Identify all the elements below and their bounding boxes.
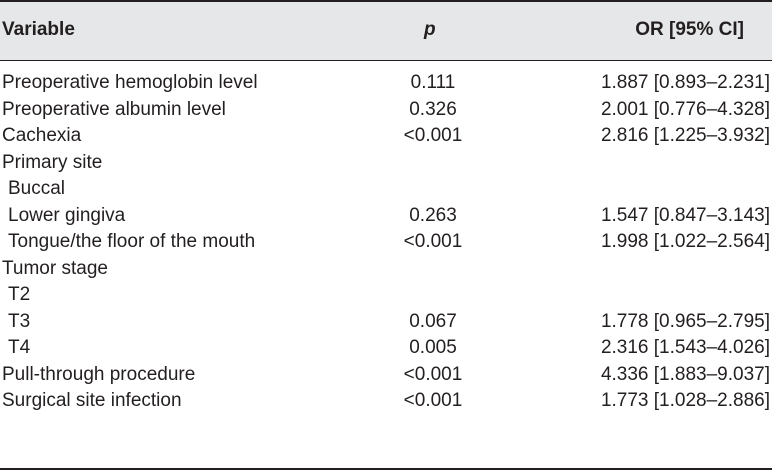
cell-variable: Tongue/the floor of the mouth <box>8 231 256 252</box>
cell-or: 2.316 [1.543–4.026] <box>600 337 770 358</box>
cell-p: 0.067 <box>409 310 457 332</box>
header-rule <box>0 60 772 61</box>
cell-variable: Tumor stage <box>2 257 108 279</box>
table-row: Cachexia <0.001 2.816 [1.225–3.932] <box>0 123 772 150</box>
table-row: Primary site <box>0 150 772 177</box>
header-variable: Variable <box>2 19 75 40</box>
cell-p: <0.001 <box>403 363 463 385</box>
header-or: OR [95% CI] <box>635 19 744 40</box>
table-row: Surgical site infection <0.001 1.773 [1.02… <box>0 388 772 415</box>
cell-p: <0.001 <box>403 231 463 252</box>
cell-or: 1.547 [0.847–3.143] <box>600 204 770 226</box>
table-row: Tumor stage <box>0 256 772 283</box>
cell-variable: Lower gingiva <box>8 204 126 226</box>
cell-p: 0.263 <box>409 204 457 226</box>
bottom-rule <box>0 468 772 470</box>
table-body: Preoperative hemoglobin level 0.111 1.887 … <box>0 70 772 415</box>
cell-or: 1.778 [0.965–2.795] <box>600 310 770 332</box>
table-row: Preoperative albumin level 0.326 2.001 [0.… <box>0 97 772 124</box>
cell-or: 1.887 [0.893–2.231] <box>600 72 770 93</box>
table-row: Lower gingiva 0.263 1.547 [0.847–3.143] <box>0 203 772 230</box>
table-row: T3 0.067 1.778 [0.965–2.795] <box>0 309 772 336</box>
table-header: Variable p OR [95% CI] <box>0 0 772 60</box>
cell-p: 0.005 <box>409 337 457 358</box>
top-rule <box>0 0 772 2</box>
table-row: T2 <box>0 282 772 309</box>
cell-variable: Pull-through procedure <box>2 363 196 385</box>
cell-p: <0.001 <box>403 390 463 411</box>
cell-variable: Preoperative albumin level <box>2 98 226 120</box>
cell-variable: Cachexia <box>2 125 82 146</box>
cell-variable: T3 <box>8 310 31 332</box>
cell-or: 4.336 [1.883–9.037] <box>600 363 770 385</box>
table-row: Tongue/the floor of the mouth <0.001 1.998… <box>0 229 772 256</box>
table-row: Pull-through procedure <0.001 4.336 [1.883… <box>0 362 772 389</box>
cell-or: 2.001 [0.776–4.328] <box>600 98 770 120</box>
table-row: T4 0.005 2.316 [1.543–4.026] <box>0 335 772 362</box>
cell-p: <0.001 <box>403 125 463 146</box>
cell-or: 1.998 [1.022–2.564] <box>600 231 770 252</box>
cell-variable: Buccal <box>8 178 66 199</box>
table-row: Preoperative hemoglobin level 0.111 1.887 … <box>0 70 772 97</box>
cell-variable: Preoperative hemoglobin level <box>2 72 258 93</box>
cell-p: 0.111 <box>410 72 456 93</box>
cell-or: 1.773 [1.028–2.886] <box>600 390 770 411</box>
cell-variable: Primary site <box>2 151 103 173</box>
cell-p: 0.326 <box>409 98 457 120</box>
cell-or: 2.816 [1.225–3.932] <box>600 125 770 146</box>
header-p: p <box>424 19 436 40</box>
table-row: Buccal <box>0 176 772 203</box>
cell-variable: T4 <box>8 337 31 358</box>
cell-variable: T2 <box>8 284 31 305</box>
cell-variable: Surgical site infection <box>2 390 182 411</box>
